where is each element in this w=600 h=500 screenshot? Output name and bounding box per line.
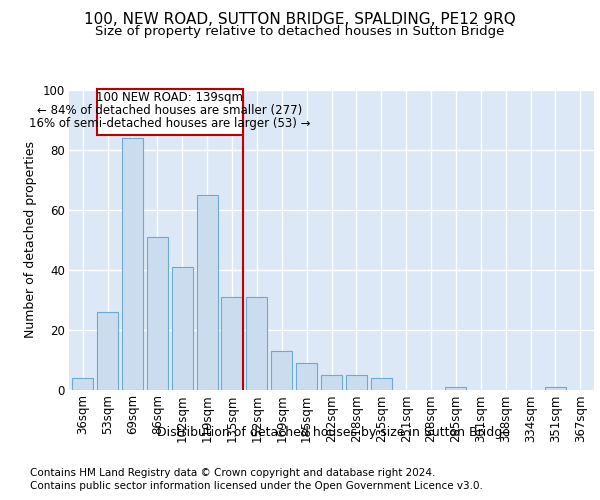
FancyBboxPatch shape <box>97 88 242 135</box>
Bar <box>97 312 118 390</box>
Text: Contains public sector information licensed under the Open Government Licence v3: Contains public sector information licen… <box>30 481 483 491</box>
Bar <box>147 237 168 390</box>
Text: Contains HM Land Registry data © Crown copyright and database right 2024.: Contains HM Land Registry data © Crown c… <box>30 468 436 477</box>
Bar <box>321 375 342 390</box>
Bar <box>296 363 317 390</box>
Text: Size of property relative to detached houses in Sutton Bridge: Size of property relative to detached ho… <box>95 25 505 38</box>
Text: ← 84% of detached houses are smaller (277): ← 84% of detached houses are smaller (27… <box>37 104 302 117</box>
Text: 16% of semi-detached houses are larger (53) →: 16% of semi-detached houses are larger (… <box>29 117 311 130</box>
Bar <box>221 297 242 390</box>
Text: 100, NEW ROAD, SUTTON BRIDGE, SPALDING, PE12 9RQ: 100, NEW ROAD, SUTTON BRIDGE, SPALDING, … <box>84 12 516 28</box>
Bar <box>445 387 466 390</box>
Bar <box>545 387 566 390</box>
Text: Distribution of detached houses by size in Sutton Bridge: Distribution of detached houses by size … <box>157 426 509 439</box>
Bar <box>122 138 143 390</box>
Text: 100 NEW ROAD: 139sqm: 100 NEW ROAD: 139sqm <box>96 91 243 104</box>
Bar <box>197 195 218 390</box>
Bar <box>72 378 93 390</box>
Y-axis label: Number of detached properties: Number of detached properties <box>24 142 37 338</box>
Bar <box>246 297 268 390</box>
Bar <box>271 351 292 390</box>
Bar <box>172 267 193 390</box>
Bar <box>371 378 392 390</box>
Bar <box>346 375 367 390</box>
